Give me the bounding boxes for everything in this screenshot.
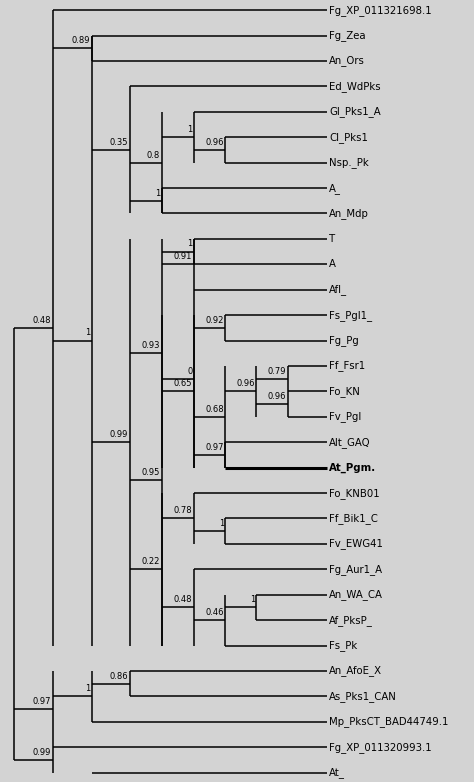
Text: 0.96: 0.96: [237, 379, 255, 389]
Text: At_Pgm.: At_Pgm.: [329, 462, 376, 473]
Text: 1: 1: [85, 684, 90, 693]
Text: 0.99: 0.99: [33, 748, 51, 757]
Text: 1: 1: [85, 328, 90, 338]
Text: Mp_PksCT_BAD44749.1: Mp_PksCT_BAD44749.1: [329, 716, 448, 727]
Text: Fg_Aur1_A: Fg_Aur1_A: [329, 564, 382, 575]
Text: Alt_GAQ: Alt_GAQ: [329, 437, 371, 447]
Text: Fv_EWG41: Fv_EWG41: [329, 539, 383, 549]
Text: Ff_Fsr1: Ff_Fsr1: [329, 361, 365, 371]
Text: An_WA_CA: An_WA_CA: [329, 590, 383, 600]
Text: 0.91: 0.91: [174, 252, 192, 261]
Text: Nsp._Pk: Nsp._Pk: [329, 157, 369, 168]
Text: Fg_Pg: Fg_Pg: [329, 335, 359, 346]
Text: 0.68: 0.68: [205, 404, 224, 414]
Text: A_: A_: [329, 183, 341, 193]
Text: 0.99: 0.99: [110, 430, 128, 439]
Text: Fs_Pgl1_: Fs_Pgl1_: [329, 310, 372, 321]
Text: 0.95: 0.95: [142, 468, 160, 477]
Text: 0.96: 0.96: [268, 392, 286, 401]
Text: Fv_Pgl: Fv_Pgl: [329, 411, 362, 422]
Text: Fg_XP_011321698.1: Fg_XP_011321698.1: [329, 5, 432, 16]
Text: 0.8: 0.8: [147, 150, 160, 160]
Text: 0.48: 0.48: [174, 595, 192, 604]
Text: 1: 1: [219, 519, 224, 528]
Text: 0: 0: [187, 367, 192, 375]
Text: At_: At_: [329, 767, 345, 778]
Text: 0.89: 0.89: [72, 36, 90, 45]
Text: 0.46: 0.46: [205, 608, 224, 617]
Text: Ff_Bik1_C: Ff_Bik1_C: [329, 513, 378, 524]
Text: Fo_KNB01: Fo_KNB01: [329, 488, 380, 498]
Text: 0.97: 0.97: [205, 443, 224, 452]
Text: 0.96: 0.96: [205, 138, 224, 147]
Text: Gl_Pks1_A: Gl_Pks1_A: [329, 106, 381, 117]
Text: Fg_XP_011320993.1: Fg_XP_011320993.1: [329, 742, 432, 752]
Text: 1: 1: [250, 595, 255, 604]
Text: 0.92: 0.92: [206, 316, 224, 325]
Text: 0.48: 0.48: [33, 316, 51, 325]
Text: An_Ors: An_Ors: [329, 56, 365, 66]
Text: Ed_WdPks: Ed_WdPks: [329, 81, 381, 91]
Text: Fs_Pk: Fs_Pk: [329, 640, 357, 651]
Text: 0.35: 0.35: [109, 138, 128, 147]
Text: T: T: [329, 234, 335, 244]
Text: Fo_KN: Fo_KN: [329, 386, 360, 396]
Text: 0.97: 0.97: [33, 697, 51, 706]
Text: 0.86: 0.86: [109, 672, 128, 680]
Text: Cl_Pks1: Cl_Pks1: [329, 132, 368, 142]
Text: As_Pks1_CAN: As_Pks1_CAN: [329, 691, 397, 701]
Text: Afl_: Afl_: [329, 285, 347, 295]
Text: Fg_Zea: Fg_Zea: [329, 30, 366, 41]
Text: 1: 1: [187, 125, 192, 134]
Text: 0.79: 0.79: [268, 367, 286, 375]
Text: 0.65: 0.65: [174, 379, 192, 389]
Text: 1: 1: [187, 239, 192, 249]
Text: An_AfoE_X: An_AfoE_X: [329, 665, 382, 676]
Text: A: A: [329, 260, 336, 269]
Text: Af_PksP_: Af_PksP_: [329, 615, 373, 626]
Text: 0.22: 0.22: [142, 557, 160, 566]
Text: 0.93: 0.93: [142, 341, 160, 350]
Text: 0.78: 0.78: [173, 506, 192, 515]
Text: An_Mdp: An_Mdp: [329, 208, 369, 219]
Text: 1: 1: [155, 188, 160, 198]
